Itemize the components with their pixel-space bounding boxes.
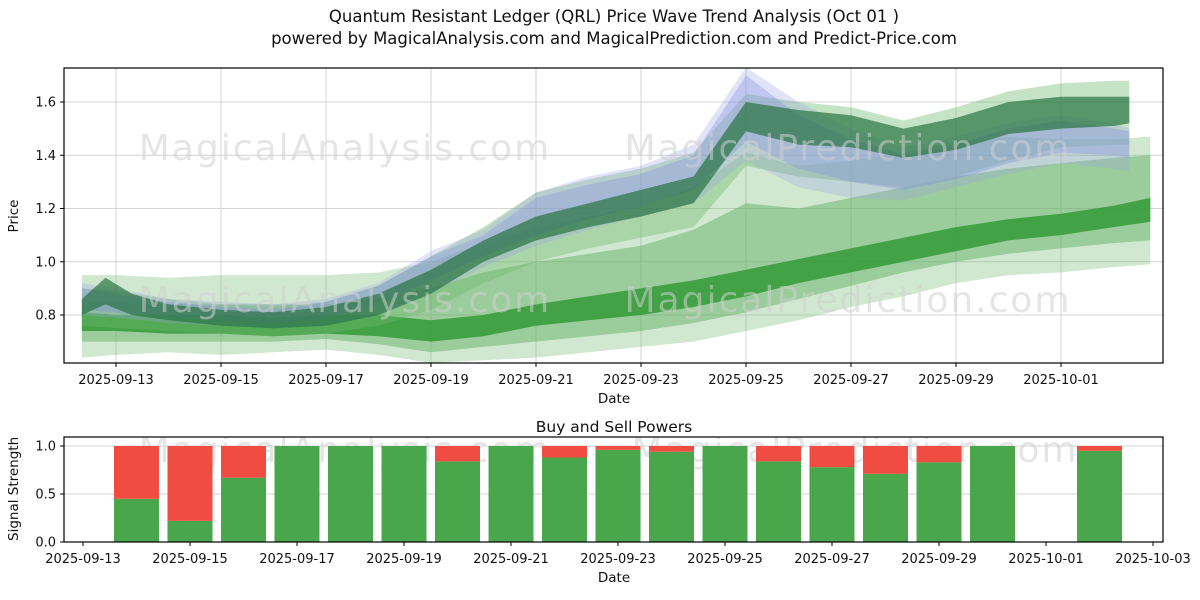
- buy-bar-2025-09-21: [488, 446, 534, 542]
- top-date-axis-label: Date: [597, 391, 631, 407]
- bottom-x-tick-label: 2025-09-29: [901, 552, 977, 567]
- top-y-tick-label: 1.4: [35, 149, 56, 164]
- buy-bar-2025-09-27: [809, 467, 855, 542]
- page-subtitle: powered by MagicalAnalysis.com and Magic…: [271, 29, 957, 48]
- bottom-x-tick-label: 2025-10-01: [1008, 552, 1084, 567]
- buy-bar-2025-10-02: [1077, 450, 1122, 542]
- buy-bar-2025-09-22: [542, 457, 587, 542]
- buy-bar-2025-09-20: [435, 461, 480, 542]
- buy-bar-2025-09-14: [114, 498, 159, 542]
- bottom-x-tick-label: 2025-09-23: [580, 552, 656, 567]
- buy-bar-2025-09-16: [221, 477, 266, 542]
- bottom-y-tick-label: 0.0: [35, 536, 56, 551]
- bottom-x-tick-label: 2025-09-19: [366, 552, 442, 567]
- bottom-date-axis-label: Date: [597, 570, 631, 586]
- sell-bar-2025-09-27: [809, 446, 855, 468]
- title-block: Quantum Resistant Ledger (QRL) Price Wav…: [0, 6, 1200, 50]
- top-x-tick-label: 2025-09-25: [708, 373, 784, 388]
- top-x-tick-label: 2025-09-21: [498, 373, 574, 388]
- buy-bar-2025-09-28: [863, 473, 908, 542]
- bottom-x-tick-label: 2025-09-15: [152, 552, 228, 567]
- buy-bar-2025-09-30: [970, 446, 1015, 542]
- bottom-plot-border: [63, 436, 1164, 543]
- top-y-tick-label: 1.0: [35, 255, 56, 270]
- top-x-tick-label: 2025-09-27: [813, 373, 889, 388]
- top-y-tick-label: 1.2: [35, 202, 56, 217]
- sell-bar-2025-09-22: [542, 446, 587, 458]
- top-x-tick-label: 2025-09-13: [78, 373, 154, 388]
- sell-bar-2025-09-23: [595, 446, 641, 450]
- buy-bar-2025-09-19: [381, 446, 427, 542]
- trend-bands: [81, 68, 1151, 363]
- sell-bar-2025-09-29: [916, 446, 962, 463]
- bottom-x-tick-label: 2025-09-13: [45, 552, 121, 567]
- watermark-analysis: MagicalAnalysis.com: [139, 280, 551, 321]
- price-axis-label: Price: [6, 199, 22, 233]
- bottom-ticks: 0.0 0.5 1.0 2025-09-13 2025-09-15 2025-09-17 2…: [35, 440, 1190, 568]
- buy-sell-chart: MagicalAnalysis.comMagicalPrediction.com…: [35, 436, 1191, 568]
- band-blue-envelope: [81, 68, 1130, 329]
- sell-bar-2025-09-14: [114, 446, 159, 499]
- buy-bar-2025-09-17: [274, 446, 320, 542]
- top-x-tick-label: 2025-10-01: [1023, 373, 1099, 388]
- buy-bar-2025-09-25: [702, 446, 748, 542]
- watermark-analysis: MagicalAnalysis.com: [139, 128, 551, 169]
- bottom-x-tick-label: 2025-09-17: [259, 552, 335, 567]
- buy-bar-2025-09-15: [167, 520, 213, 542]
- buy-bar-2025-09-29: [916, 462, 962, 542]
- top-x-tick-label: 2025-09-17: [288, 373, 364, 388]
- price-chart: MagicalAnalysis.com MagicalAnalysis.com Ma…: [35, 67, 1164, 389]
- top-x-tick-label: 2025-09-23: [603, 373, 679, 388]
- page-title: Quantum Resistant Ledger (QRL) Price Wav…: [328, 7, 900, 26]
- buy-bar-2025-09-26: [756, 461, 801, 542]
- buy-bar-2025-09-23: [595, 449, 641, 542]
- sell-bar-2025-09-28: [863, 446, 908, 474]
- sell-bar-2025-09-26: [756, 446, 801, 462]
- top-x-tick-label: 2025-09-19: [393, 373, 469, 388]
- watermark-prediction: MagicalPrediction.com: [625, 280, 1072, 321]
- sell-bar-2025-10-02: [1077, 446, 1122, 451]
- top-plot-border: [63, 67, 1164, 364]
- bottom-chart-title: Buy and Sell Powers: [535, 418, 693, 436]
- sell-bar-2025-09-24: [649, 446, 694, 452]
- top-watermarks: MagicalAnalysis.com MagicalAnalysis.com Ma…: [139, 128, 1072, 321]
- band-core-green-stripe: [81, 197, 1151, 342]
- signal-strength-axis-label: Signal Strength: [6, 436, 22, 541]
- top-x-tick-label: 2025-09-15: [183, 373, 259, 388]
- sell-bar-2025-09-20: [435, 446, 480, 462]
- bottom-x-tick-label: 2025-09-27: [794, 552, 870, 567]
- top-x-tick-label: 2025-09-29: [918, 373, 994, 388]
- buy-bar-2025-09-24: [649, 451, 694, 542]
- bottom-x-tick-label: 2025-09-21: [473, 552, 549, 567]
- sell-bar-2025-09-15: [167, 446, 213, 521]
- top-ticks: 0.8 1.0 1.2 1.4 1.6 2025-09-13 2025-09-15 2025-…: [35, 96, 1098, 389]
- top-y-tick-label: 0.8: [35, 309, 56, 324]
- bottom-y-tick-label: 0.5: [35, 488, 56, 503]
- bottom-y-tick-label: 1.0: [35, 440, 56, 455]
- band-price-cluster-dark: [81, 96, 1130, 329]
- top-y-tick-label: 1.6: [35, 96, 56, 111]
- bottom-x-tick-label: 2025-10-03: [1115, 552, 1191, 567]
- buy-bar-2025-09-18: [328, 446, 373, 542]
- sell-bar-2025-09-16: [221, 446, 266, 478]
- bottom-x-tick-label: 2025-09-25: [687, 552, 763, 567]
- signal-bars: [114, 446, 1122, 542]
- watermark-prediction: MagicalPrediction.com: [625, 128, 1072, 169]
